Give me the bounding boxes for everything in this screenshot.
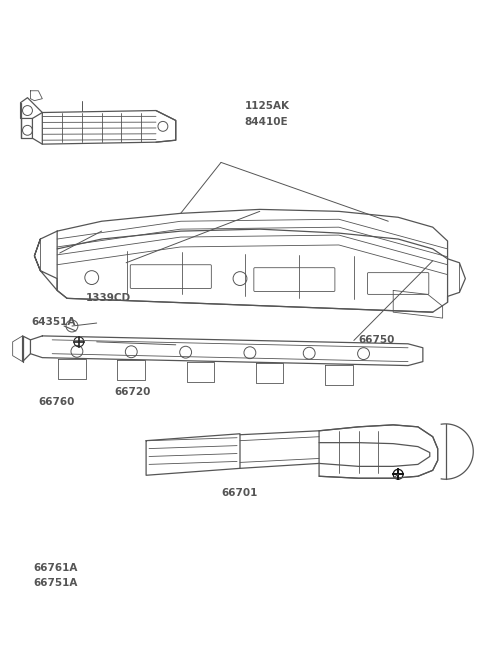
Text: 66760: 66760 <box>38 397 75 407</box>
Text: 64351A: 64351A <box>31 317 76 328</box>
Text: 66761A: 66761A <box>34 563 78 573</box>
Text: 1339CD: 1339CD <box>86 293 131 303</box>
Text: 84410E: 84410E <box>245 117 288 127</box>
Text: 66701: 66701 <box>221 487 257 498</box>
Text: 66720: 66720 <box>114 387 151 397</box>
Text: 1125AK: 1125AK <box>245 101 290 111</box>
Text: 66750: 66750 <box>359 335 395 345</box>
Text: 66751A: 66751A <box>34 578 78 588</box>
